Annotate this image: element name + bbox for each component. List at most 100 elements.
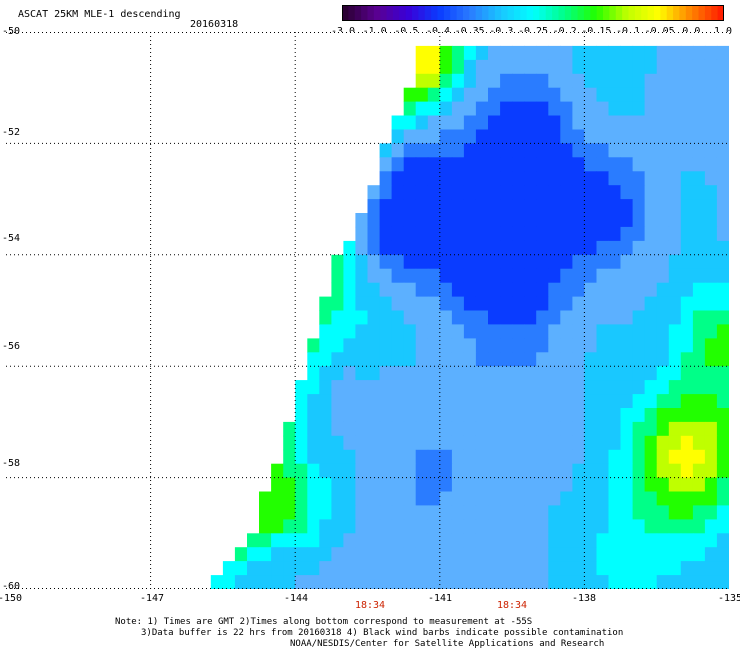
wind-cell bbox=[692, 213, 706, 228]
wind-cell bbox=[644, 463, 658, 479]
wind-cell bbox=[632, 59, 646, 75]
wind-cell bbox=[512, 561, 525, 576]
wind-cell bbox=[439, 254, 453, 270]
colorbar-swatch bbox=[679, 5, 687, 21]
wind-cell bbox=[475, 199, 489, 214]
wind-cell bbox=[560, 282, 573, 298]
wind-cell bbox=[319, 296, 332, 311]
wind-cell bbox=[475, 435, 489, 451]
wind-cell bbox=[572, 575, 585, 590]
wind-cell bbox=[512, 380, 525, 395]
wind-cell bbox=[572, 296, 585, 311]
wind-cell bbox=[584, 338, 597, 353]
wind-cell bbox=[692, 240, 706, 256]
wind-cell bbox=[656, 213, 670, 228]
wind-cell bbox=[632, 408, 646, 423]
wind-cell bbox=[668, 87, 682, 103]
wind-cell bbox=[331, 282, 344, 298]
colorbar-tick-label: -0.15 bbox=[581, 26, 611, 37]
wind-cell bbox=[608, 519, 621, 534]
wind-cell bbox=[427, 449, 441, 465]
wind-cell bbox=[475, 421, 489, 437]
wind-cell bbox=[343, 505, 356, 520]
wind-cell bbox=[608, 268, 621, 284]
wind-cell bbox=[716, 268, 730, 284]
wind-cell bbox=[560, 435, 573, 451]
wind-cell bbox=[500, 463, 513, 479]
wind-cell bbox=[512, 352, 525, 367]
wind-cell bbox=[668, 352, 682, 367]
wind-cell bbox=[379, 226, 393, 242]
wind-cell bbox=[668, 394, 682, 409]
wind-cell bbox=[560, 519, 573, 534]
wind-cell bbox=[343, 240, 356, 256]
wind-cell bbox=[500, 282, 513, 298]
wind-cell bbox=[632, 143, 646, 158]
wind-cell bbox=[259, 519, 272, 534]
wind-cell bbox=[500, 505, 513, 520]
wind-cell bbox=[620, 310, 634, 325]
wind-cell bbox=[548, 226, 561, 242]
wind-cell bbox=[572, 213, 585, 228]
wind-cell bbox=[512, 533, 525, 548]
wind-cell bbox=[524, 59, 537, 75]
wind-cell bbox=[475, 185, 489, 200]
wind-cell bbox=[704, 421, 718, 437]
wind-cell bbox=[596, 352, 609, 367]
wind-cell bbox=[439, 449, 453, 465]
wind-cell bbox=[584, 380, 597, 395]
wind-cell bbox=[656, 157, 670, 172]
wind-cell bbox=[620, 421, 634, 437]
wind-cell bbox=[475, 268, 489, 284]
wind-cell bbox=[367, 310, 381, 325]
colorbar-swatch bbox=[583, 5, 591, 21]
wind-cell bbox=[620, 505, 634, 520]
wind-cell bbox=[415, 199, 429, 214]
wind-cell bbox=[632, 226, 646, 242]
wind-cell bbox=[704, 324, 718, 339]
wind-cell bbox=[331, 394, 344, 409]
wind-cell bbox=[500, 408, 513, 423]
wind-cell bbox=[415, 477, 429, 492]
wind-cell bbox=[656, 561, 670, 576]
wind-cell bbox=[403, 547, 417, 562]
wind-cell bbox=[271, 547, 284, 562]
wind-cell bbox=[524, 324, 537, 339]
wind-cell bbox=[680, 59, 694, 75]
wind-cell bbox=[488, 519, 501, 534]
wind-cell bbox=[656, 282, 670, 298]
wind-cell bbox=[488, 296, 501, 311]
wind-cell bbox=[512, 101, 525, 116]
wind-cell bbox=[355, 547, 368, 562]
wind-cell bbox=[488, 463, 501, 479]
wind-cell bbox=[439, 421, 453, 437]
wind-cell bbox=[524, 101, 537, 116]
wind-cell bbox=[716, 59, 730, 75]
wind-cell bbox=[632, 435, 646, 451]
wind-cell bbox=[403, 129, 417, 144]
wind-cell bbox=[608, 366, 621, 381]
wind-cell bbox=[716, 435, 730, 451]
wind-cell bbox=[439, 226, 453, 242]
wind-cell bbox=[500, 477, 513, 492]
wind-cell bbox=[656, 324, 670, 339]
wind-cell bbox=[488, 282, 501, 298]
longitude-label: -138 bbox=[571, 593, 597, 604]
wind-cell bbox=[716, 324, 730, 339]
wind-cell bbox=[620, 449, 634, 465]
wind-cell bbox=[379, 380, 393, 395]
wind-cell bbox=[451, 87, 465, 103]
wind-cell bbox=[295, 505, 308, 520]
wind-cell bbox=[620, 199, 634, 214]
wind-cell bbox=[367, 380, 381, 395]
wind-cell bbox=[379, 324, 393, 339]
wind-cell bbox=[500, 421, 513, 437]
wind-cell bbox=[307, 519, 320, 534]
colorbar-swatch bbox=[660, 5, 668, 21]
wind-cell bbox=[379, 575, 393, 590]
wind-cell bbox=[524, 185, 537, 200]
wind-cell bbox=[367, 213, 381, 228]
wind-cell bbox=[548, 561, 561, 576]
wind-cell bbox=[391, 561, 405, 576]
wind-cell bbox=[596, 505, 609, 520]
